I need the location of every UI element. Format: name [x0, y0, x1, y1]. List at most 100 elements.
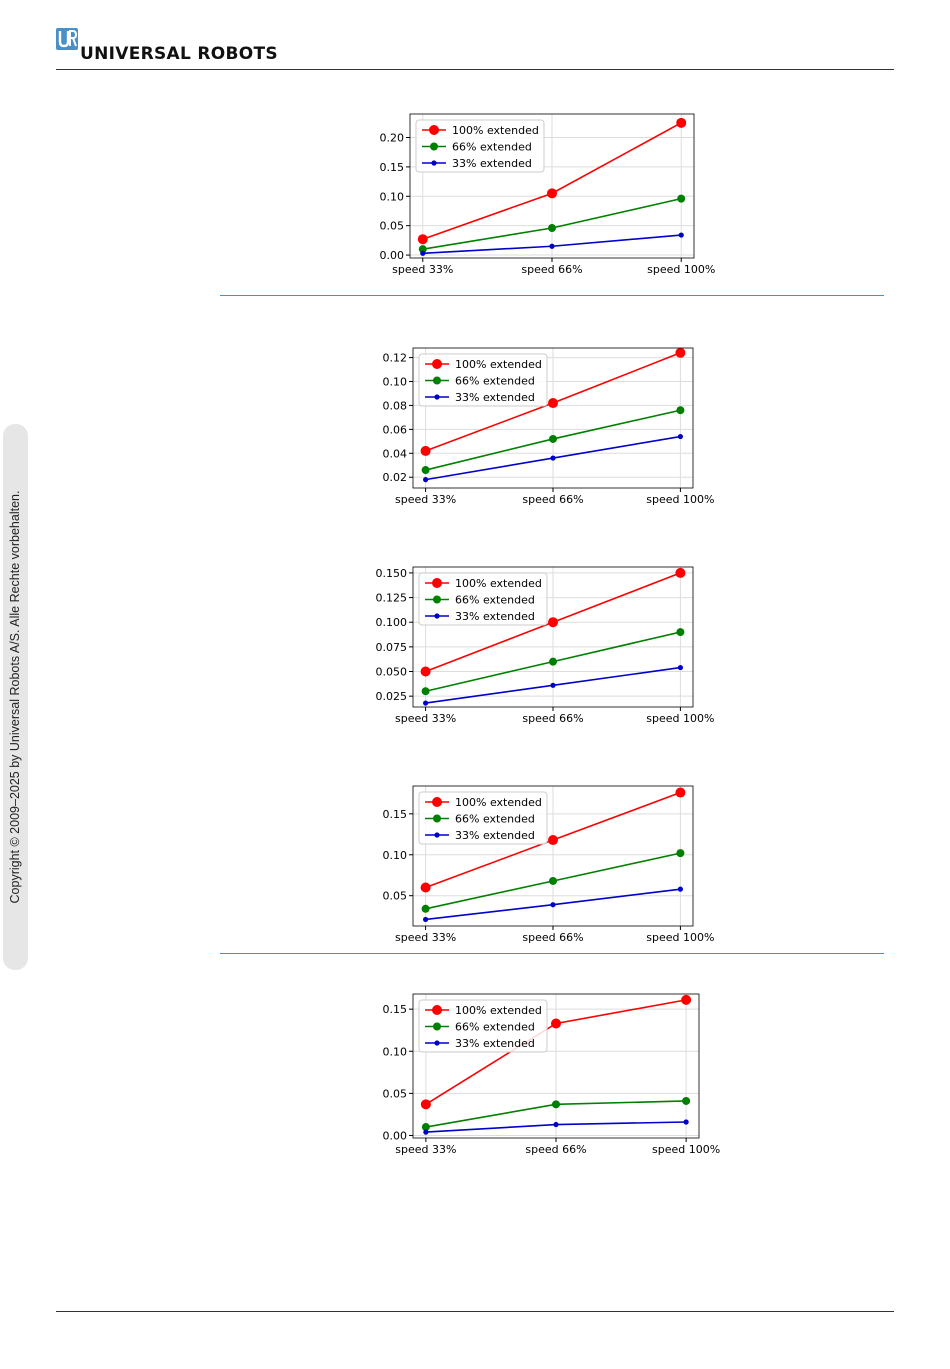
legend-label: 100% extended [455, 1004, 542, 1017]
data-point [677, 886, 683, 892]
data-point [681, 994, 692, 1005]
legend-swatch-marker [430, 142, 438, 151]
legend-label: 66% extended [455, 594, 535, 607]
x-tick-label: speed 100% [646, 931, 714, 944]
data-point [678, 232, 684, 238]
y-tick-label: 0.08 [383, 399, 408, 412]
legend-box [418, 572, 548, 626]
brand-logo: UNIVERSAL ROBOTS [56, 28, 278, 68]
data-point [420, 445, 431, 456]
legend-box [415, 119, 545, 173]
data-point [423, 916, 429, 923]
data-point [683, 1119, 689, 1125]
legend-label: 66% extended [455, 813, 535, 826]
data-point [420, 250, 426, 256]
data-point [675, 787, 686, 798]
y-tick-label: 0.10 [383, 1045, 408, 1058]
chart-3: 0.025 0.050 0.075 0.100 0.125 0.150 speed 33% s… [376, 566, 714, 725]
data-point [549, 876, 557, 885]
x-tick-label: speed 66% [522, 712, 583, 725]
x-tick-label: speed 100% [646, 712, 714, 725]
plot-frame [412, 566, 694, 708]
plot-frame [412, 785, 694, 927]
plot-frame [412, 347, 694, 489]
data-point [677, 664, 683, 671]
y-tick-label: 0.10 [380, 190, 405, 203]
y-tick-label: 0.04 [383, 447, 408, 460]
data-point [550, 455, 556, 461]
data-point [421, 687, 430, 696]
data-point [420, 1099, 431, 1110]
data-point [682, 1096, 691, 1105]
y-tick-label: 0.150 [376, 567, 408, 580]
y-tick-label: 0.00 [380, 249, 405, 262]
legend-label: 66% extended [452, 141, 532, 154]
y-tick-label: 0.10 [383, 849, 408, 862]
data-point [676, 849, 685, 858]
y-tick-label: 0.12 [383, 352, 408, 365]
y-tick-label: 0.05 [383, 890, 408, 903]
data-point [676, 406, 685, 415]
legend-box [418, 791, 548, 845]
data-point [549, 657, 557, 666]
legend-swatch-marker [434, 1040, 440, 1046]
y-tick-label: 0.05 [383, 1087, 408, 1100]
y-tick-label: 0.050 [376, 666, 408, 679]
data-point [423, 700, 429, 706]
x-tick-label: speed 66% [522, 493, 583, 506]
x-tick-label: speed 100% [647, 263, 715, 276]
legend-swatch-marker [434, 613, 440, 619]
data-point [423, 1129, 429, 1135]
copyright-text: Copyright © 2009–2025 by Universal Robot… [8, 490, 22, 904]
y-tick-label: 0.100 [376, 616, 408, 629]
data-point [677, 194, 686, 203]
legend-label: 33% extended [452, 157, 532, 170]
y-tick-label: 0.06 [383, 423, 408, 436]
data-point [676, 117, 687, 128]
legend-swatch-marker [434, 394, 440, 400]
legend-swatch-marker [432, 797, 442, 807]
data-point [418, 245, 427, 254]
x-tick-label: speed 100% [652, 1143, 720, 1156]
x-tick-label: speed 66% [521, 263, 582, 276]
legend-label: 33% extended [455, 829, 535, 842]
legend-label: 33% extended [455, 1037, 535, 1050]
y-tick-label: 0.15 [380, 161, 405, 174]
legend-label: 100% extended [452, 124, 539, 137]
y-tick-label: 0.05 [380, 220, 405, 233]
data-point [550, 902, 556, 908]
legend-swatch-marker [432, 578, 442, 588]
plot-frame [412, 993, 700, 1139]
legend-label: 66% extended [455, 375, 535, 388]
chart-4: 0.05 0.10 0.15 speed 33% speed 66% speed 100%… [383, 785, 714, 944]
legend-swatch-marker [433, 1022, 441, 1031]
section-divider-1 [220, 295, 884, 296]
footer-divider [56, 1311, 894, 1312]
legend-swatch-marker [433, 376, 441, 385]
data-point [675, 567, 686, 578]
data-point [548, 224, 556, 233]
y-tick-label: 0.075 [376, 641, 408, 654]
y-tick-label: 0.025 [376, 690, 408, 703]
legend-swatch-marker [434, 832, 440, 838]
header-divider [56, 69, 894, 70]
data-point [420, 882, 431, 893]
legend-label: 100% extended [455, 577, 542, 590]
data-point [547, 188, 557, 199]
universal-robots-logo-icon [56, 28, 78, 50]
data-point [549, 434, 557, 443]
legend-swatch-marker [431, 160, 437, 166]
x-tick-label: speed 33% [392, 263, 453, 276]
data-point [423, 477, 429, 483]
y-tick-label: 0.15 [383, 1003, 408, 1016]
y-tick-label: 0.20 [380, 132, 405, 145]
legend-swatch-marker [429, 125, 439, 135]
x-tick-label: speed 33% [395, 931, 456, 944]
data-point [675, 347, 686, 358]
data-point [676, 628, 685, 637]
x-tick-label: speed 33% [395, 1143, 456, 1156]
legend-swatch-marker [432, 359, 442, 369]
data-point [421, 904, 430, 913]
data-point [552, 1100, 560, 1109]
copyright-tab [3, 424, 28, 970]
